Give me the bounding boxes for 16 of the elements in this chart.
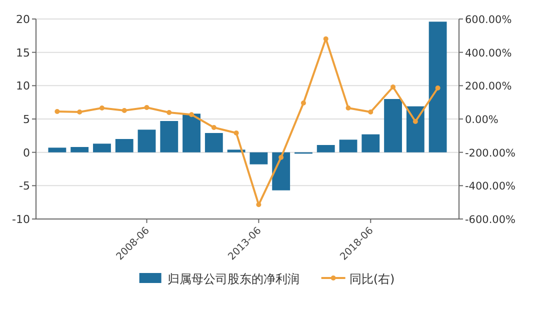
y2tick: 600.00% <box>465 14 512 26</box>
ytick: 0 <box>23 146 30 160</box>
ytick: 10 <box>16 80 30 93</box>
y2tick: -200.00% <box>465 147 516 160</box>
ytick: -10 <box>12 213 30 226</box>
y2tick: -600.00% <box>465 214 516 226</box>
y2tick: 0.00% <box>465 114 498 126</box>
legend-label: 归属母公司股东的净利润 <box>167 272 300 286</box>
ytick: 5 <box>23 113 30 126</box>
ytick: 20 <box>16 13 30 26</box>
legend-label: 同比(右) <box>349 272 395 286</box>
y2tick: 200.00% <box>465 80 512 93</box>
ytick: 15 <box>16 46 30 60</box>
y2tick: 400.00% <box>465 47 512 60</box>
y2tick: -400.00% <box>465 180 516 193</box>
ytick: -5 <box>19 180 30 193</box>
